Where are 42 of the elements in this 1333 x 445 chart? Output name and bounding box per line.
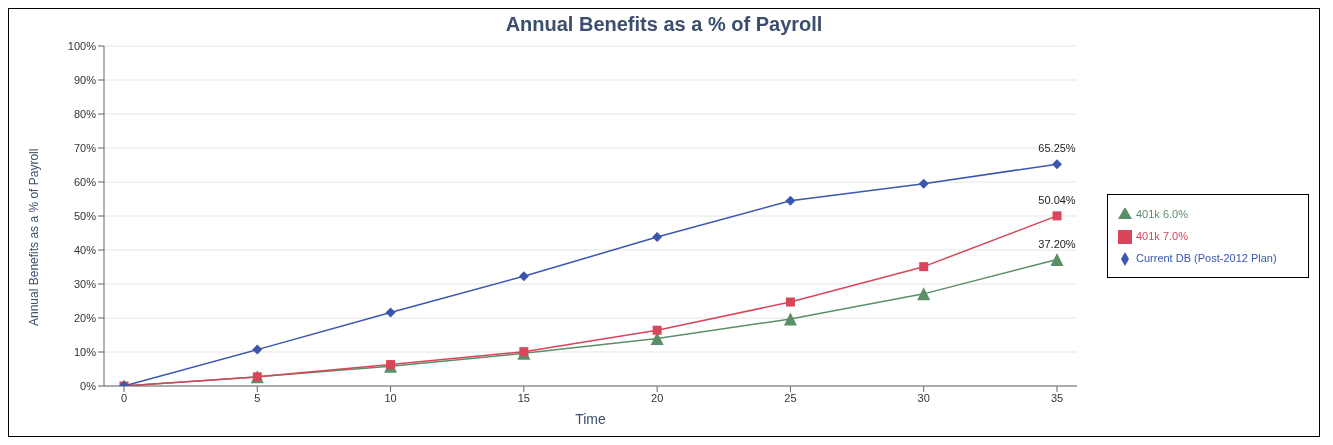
y-tick-label: 10% bbox=[73, 345, 97, 358]
x-tick-label: 35 bbox=[1050, 391, 1064, 404]
point bbox=[917, 287, 931, 301]
y-tick-label: 30% bbox=[73, 277, 97, 290]
y-tick-label: 90% bbox=[73, 73, 97, 86]
x-tick-label: 25 bbox=[784, 391, 797, 404]
point bbox=[518, 271, 529, 282]
x-tick-label: 30 bbox=[917, 391, 930, 404]
y-tick-label: 20% bbox=[73, 311, 97, 324]
y-tick-label: 100% bbox=[67, 39, 97, 52]
point bbox=[652, 232, 663, 243]
point bbox=[1052, 211, 1062, 221]
y-tick-label: 40% bbox=[73, 243, 97, 256]
data-label: 37.20% bbox=[1038, 237, 1076, 250]
y-tick-label: 70% bbox=[73, 141, 97, 154]
x-tick-label: 10 bbox=[384, 391, 397, 404]
legend-label: 401k 6.0% bbox=[1136, 208, 1188, 220]
point bbox=[785, 297, 795, 307]
point bbox=[385, 307, 396, 318]
x-tick-label: 0 bbox=[120, 391, 128, 404]
legend-label: 401k 7.0% bbox=[1136, 230, 1188, 242]
chart-title: Annual Benefits as a % of Payroll bbox=[504, 13, 824, 36]
data-label: 50.04% bbox=[1038, 193, 1076, 206]
x-tick-label: 15 bbox=[517, 391, 530, 404]
legend-label: Current DB (Post-2012 Plan) bbox=[1136, 252, 1277, 264]
x-tick-label: 5 bbox=[254, 391, 261, 404]
point bbox=[783, 312, 797, 326]
y-tick-label: 80% bbox=[73, 107, 97, 120]
y-tick-label: 60% bbox=[73, 175, 97, 188]
x-axis-title: Time bbox=[575, 411, 607, 427]
data-label: 65.25% bbox=[1038, 142, 1076, 155]
y-axis-title: Annual Benefits as a % of Payroll bbox=[27, 148, 42, 326]
y-tick-label: 50% bbox=[73, 209, 97, 222]
point bbox=[652, 325, 662, 335]
point bbox=[252, 344, 263, 355]
point bbox=[918, 178, 929, 189]
point bbox=[919, 262, 929, 272]
point bbox=[1052, 159, 1062, 170]
point bbox=[785, 195, 796, 206]
x-tick-label: 20 bbox=[651, 391, 664, 404]
point bbox=[1050, 253, 1064, 267]
y-tick-label: 0% bbox=[80, 379, 97, 392]
